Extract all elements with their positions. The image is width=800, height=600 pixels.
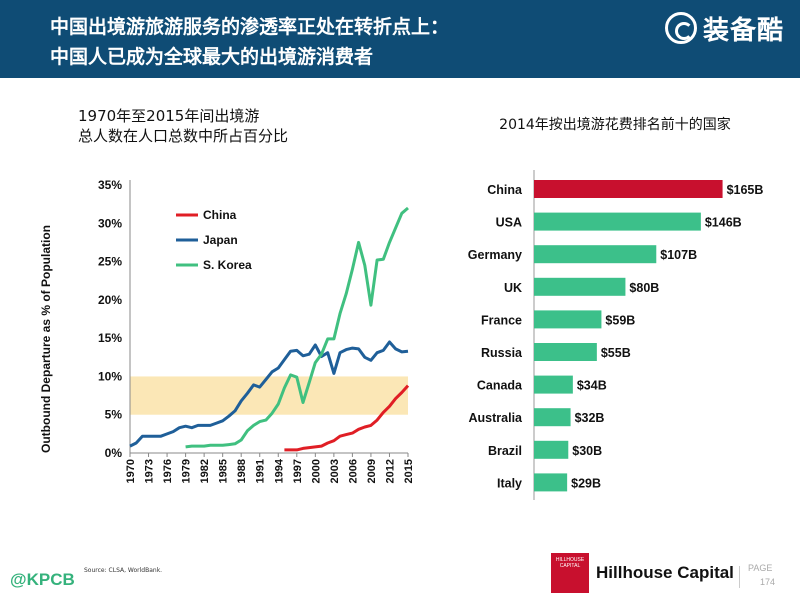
legend-label: S. Korea: [203, 258, 252, 272]
x-tick-label: 1982: [199, 459, 211, 483]
y-tick-label: 0%: [105, 446, 123, 460]
page-title-line1: 中国出境游旅游服务的渗透率正处在转折点上：: [50, 16, 450, 38]
category-label: China: [487, 183, 523, 197]
x-tick-label: 2015: [403, 459, 415, 483]
value-label: $107B: [660, 248, 697, 262]
y-axis-label: Outbound Departure as % of Population: [39, 225, 53, 453]
x-tick-label: 1976: [162, 459, 174, 483]
bar-russia: [534, 343, 597, 361]
y-tick-label: 10%: [98, 369, 122, 383]
bars: China $165B USA $146B Germany $107B UK $80B Fran…: [468, 170, 764, 500]
category-label: Brazil: [488, 444, 522, 458]
value-label: $29B: [571, 476, 601, 490]
page-label: PAGE: [748, 563, 773, 573]
x-tick-label: 1988: [236, 459, 248, 483]
y-tick-label: 35%: [98, 178, 122, 192]
x-tick-label: 2012: [384, 459, 396, 483]
page-number: 174: [760, 577, 776, 587]
bar-canada: [534, 375, 573, 394]
x-tick-label: 1985: [218, 459, 230, 483]
hillhouse-logo-text: HILLHOUSE CAPITAL: [555, 557, 585, 569]
value-label: $30B: [572, 444, 602, 458]
value-label: $59B: [605, 313, 635, 327]
value-label: $34B: [577, 379, 607, 393]
bar-brazil: [534, 440, 569, 459]
category-label: France: [481, 313, 522, 327]
category-label: Australia: [469, 411, 524, 425]
y-tick-label: 25%: [98, 255, 122, 269]
bar-chart: China $165B USA $146B Germany $107B UK $80B Fran…: [468, 170, 764, 500]
value-label: $32B: [575, 411, 605, 425]
left-chart-title-line2: 总人数在人口总数中所占百分比: [78, 127, 289, 145]
hillhouse-logo: HILLHOUSE CAPITAL: [551, 553, 589, 593]
value-label: $80B: [629, 281, 659, 295]
x-tick-label: 1970: [125, 459, 137, 483]
bar-italy: [534, 473, 568, 492]
brand-logo: 装备酷: [664, 10, 784, 46]
category-label: Canada: [477, 379, 523, 393]
x-tick-label: 1997: [292, 459, 304, 483]
category-label: USA: [496, 216, 522, 230]
company-name: Hillhouse Capital: [596, 563, 734, 582]
y-tick-label: 15%: [98, 331, 122, 345]
x-tick-label: 2000: [310, 459, 322, 483]
left-chart-title-line1: 1970年至2015年间出境游: [78, 107, 260, 125]
value-label: $55B: [601, 346, 631, 360]
value-label: $146B: [705, 216, 742, 230]
y-tick-label: 5%: [105, 408, 123, 422]
x-tick-labels: 1970 1973 1976 1979 1982 1985 1988 1991 1994 1997…: [125, 453, 415, 483]
page-divider: [739, 566, 740, 588]
bar-usa: [534, 212, 701, 231]
legend-label: China: [203, 208, 237, 222]
y-tick-label: 20%: [98, 293, 122, 307]
category-label: Italy: [497, 476, 522, 490]
series-line-japan: [129, 340, 409, 448]
highlight-band-rect: [130, 376, 408, 415]
kpcb-logo: @KPCB: [10, 570, 75, 589]
brand-mark-icon: [664, 12, 697, 44]
value-label: $165B: [727, 183, 764, 197]
bar-uk: [534, 277, 626, 296]
x-tick-label: 1991: [255, 459, 267, 483]
x-tick-label: 2006: [347, 459, 359, 483]
x-tick-label: 2009: [366, 459, 378, 483]
y-tick-label: 30%: [98, 216, 122, 230]
bar-germany: [534, 245, 657, 264]
axes: [129, 180, 408, 454]
right-chart-title: 2014年按出境游花费排名前十的国家: [499, 117, 731, 133]
category-label: UK: [504, 281, 522, 295]
series-line-s-korea: [185, 206, 409, 449]
x-tick-label: 1973: [144, 459, 156, 483]
bar-australia: [534, 408, 571, 427]
highlight-band: [130, 376, 408, 415]
bar-france: [534, 310, 602, 329]
series-lines: [129, 206, 410, 452]
line-chart: 0%5%10%15%20%25%30%35% 1970 1973 1976 1979 1…: [39, 178, 415, 483]
x-tick-label: 1994: [273, 458, 285, 483]
left-chart-title: 1970年至2015年间出境游 总人数在人口总数中所占百分比: [78, 106, 288, 146]
header-bar: 中国出境游旅游服务的渗透率正处在转折点上： 中国人已成为全球最大的出境游消费者 …: [0, 0, 800, 78]
page-title-line2: 中国人已成为全球最大的出境游消费者: [50, 46, 374, 68]
category-label: Germany: [468, 248, 522, 262]
y-tick-labels: 0% 5% 10% 15% 20% 25% 30% 35%: [98, 178, 122, 460]
category-label: Russia: [481, 346, 523, 360]
legend-label: Japan: [203, 233, 238, 247]
bar-china: [534, 180, 723, 198]
x-tick-label: 1979: [181, 459, 193, 483]
legend: China Japan S. Korea: [176, 208, 252, 272]
x-tick-label: 2003: [329, 459, 341, 483]
brand-text: 装备酷: [702, 15, 784, 46]
series-line-china: [284, 384, 410, 452]
source-note: Source: CLSA, WorldBank.: [84, 567, 163, 574]
